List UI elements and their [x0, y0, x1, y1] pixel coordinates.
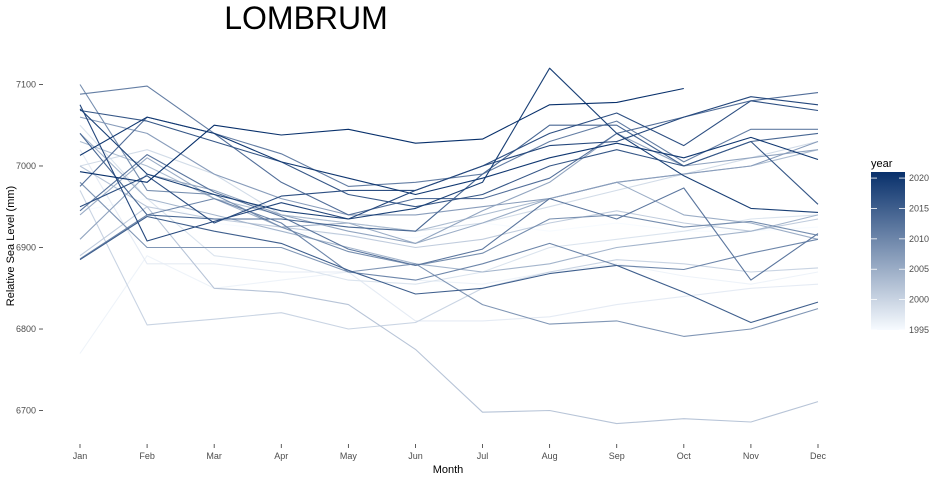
- y-tick-label: 7000: [16, 161, 36, 171]
- series-line-2019: [79, 67, 819, 220]
- series-line-2007: [79, 116, 819, 216]
- legend-title: year: [871, 158, 893, 170]
- x-tick-label: Sep: [609, 451, 625, 461]
- series-line-2006: [79, 132, 819, 244]
- x-tick-label: Jun: [408, 451, 423, 461]
- y-tick-label: 6900: [16, 243, 36, 253]
- legend-tick-label: 2015: [909, 203, 929, 213]
- x-tick-label: Feb: [139, 451, 155, 461]
- legend-tick-label: 2000: [909, 295, 929, 305]
- series-line-1995: [79, 198, 819, 239]
- series-line-2005: [79, 157, 819, 244]
- series-line-1997: [79, 149, 819, 322]
- y-tick-label: 6800: [16, 324, 36, 334]
- series-line-2021: [79, 87, 684, 183]
- x-axis: Jan Feb Mar Apr May Jun Jul Aug Sep Oct Nov Dec: [73, 444, 827, 461]
- series-line-2013: [79, 92, 819, 216]
- x-tick-label: Oct: [677, 451, 692, 461]
- series-line-2001: [79, 206, 819, 257]
- series-line-2009: [79, 84, 819, 266]
- series-line-1996: [79, 255, 819, 354]
- y-tick-label: 7100: [16, 79, 36, 89]
- y-axis-title: Relative Sea Level (mm): [5, 186, 17, 306]
- y-tick-label: 6700: [16, 406, 36, 416]
- x-tick-label: Jan: [73, 451, 88, 461]
- x-tick-label: Aug: [542, 451, 558, 461]
- legend-tick-label: 2020: [909, 173, 929, 183]
- x-tick-label: Mar: [206, 451, 222, 461]
- x-axis-title: Month: [433, 464, 464, 476]
- series-lines: [79, 67, 819, 425]
- y-axis: 6700 6800 6900 7000 7100: [16, 79, 43, 416]
- series-line-2008: [79, 181, 819, 337]
- legend-tick-label: 2010: [909, 234, 929, 244]
- series-line-2015: [79, 215, 819, 324]
- series-line-2020: [79, 116, 819, 196]
- legend-tick-label: 1995: [909, 325, 929, 335]
- x-tick-label: May: [340, 451, 358, 461]
- series-line-2016: [79, 109, 819, 208]
- x-tick-label: Dec: [810, 451, 827, 461]
- x-tick-label: Jul: [477, 451, 489, 461]
- series-line-2000: [79, 190, 819, 330]
- chart-title: LOMBRUM: [224, 0, 388, 36]
- legend-colorbar: [871, 172, 905, 330]
- series-line-2012: [79, 154, 819, 281]
- legend-tick-label: 2005: [909, 264, 929, 274]
- series-line-2010: [79, 198, 819, 281]
- series-line-2018: [79, 96, 819, 242]
- series-line-1998: [79, 124, 819, 285]
- series-line-2002: [79, 165, 819, 425]
- legend: year 1995 2000 2005 2010 2015 2020: [871, 158, 929, 335]
- x-tick-label: Apr: [274, 451, 288, 461]
- legend-ticks: 1995 2000 2005 2010 2015 2020: [871, 173, 929, 335]
- series-line-2004: [79, 133, 819, 273]
- x-tick-label: Nov: [743, 451, 760, 461]
